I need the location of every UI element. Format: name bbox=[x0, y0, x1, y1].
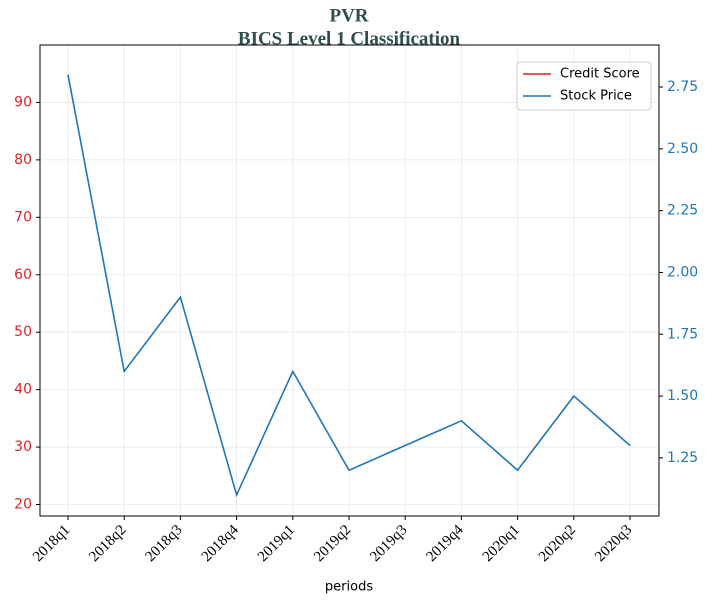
chart-subtitle: BICS Level 1 Classification bbox=[238, 28, 461, 49]
y2-tick-label: 1.25 bbox=[667, 450, 698, 466]
plot-frame bbox=[39, 44, 660, 517]
chart-title: PVR bbox=[329, 5, 368, 26]
y-tick-label: 70 bbox=[14, 209, 32, 225]
y2-tick-label: 1.50 bbox=[667, 388, 698, 404]
x-tick-label: 2018q2 bbox=[86, 522, 129, 565]
y2-tick-label: 2.25 bbox=[667, 203, 698, 219]
y-tick-label: 30 bbox=[14, 439, 32, 455]
x-tick-label: 2020q3 bbox=[592, 522, 635, 565]
x-tick-label: 2019q2 bbox=[311, 522, 354, 565]
x-axis-label: periods bbox=[325, 580, 373, 595]
x-tick-label: 2019q1 bbox=[255, 522, 298, 565]
x-tick-label: 2018q1 bbox=[30, 522, 73, 565]
line-series bbox=[67, 74, 631, 498]
y2-tick-label: 1.75 bbox=[667, 326, 698, 342]
y-tick-label: 90 bbox=[14, 94, 32, 110]
legend-label: Credit Score bbox=[560, 67, 640, 82]
y2-tick-label: 2.50 bbox=[667, 141, 698, 157]
y2-tick-label: 2.00 bbox=[667, 264, 698, 280]
x-tick-label: 2020q1 bbox=[480, 522, 523, 565]
legend: Credit Score Stock Price bbox=[516, 61, 652, 111]
y-tick-label: 80 bbox=[14, 152, 32, 168]
y-tick-label: 20 bbox=[14, 497, 32, 513]
y-tick-label: 50 bbox=[14, 324, 32, 340]
x-tick-label: 2020q2 bbox=[536, 522, 579, 565]
x-tick-label: 2018q4 bbox=[199, 522, 242, 565]
x-tick-label: 2018q3 bbox=[143, 522, 186, 565]
y-tick-label: 60 bbox=[14, 267, 32, 283]
x-tick-label: 2019q4 bbox=[424, 522, 467, 565]
x-tick-label: 2019q3 bbox=[367, 522, 410, 565]
y2-tick-label: 2.75 bbox=[667, 79, 698, 95]
y-tick-label: 40 bbox=[14, 382, 32, 398]
legend-label: Stock Price bbox=[560, 89, 632, 104]
